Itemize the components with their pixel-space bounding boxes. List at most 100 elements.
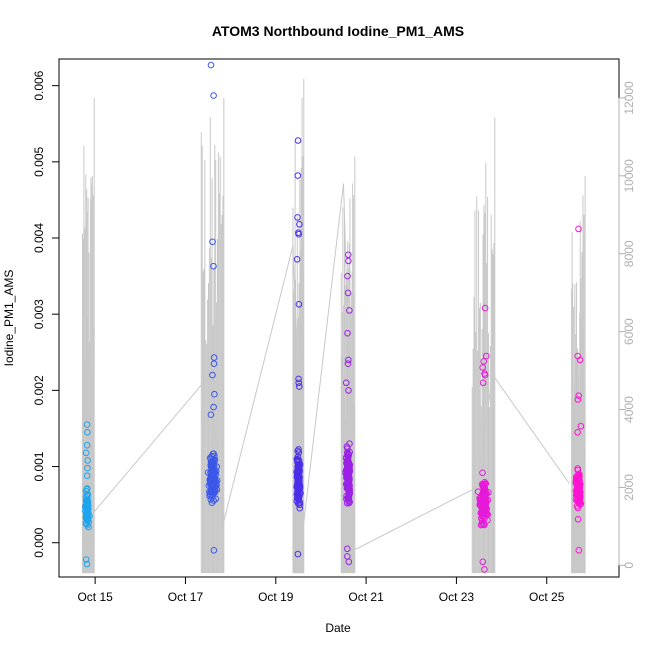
data-point [84, 492, 91, 500]
data-point [209, 463, 217, 471]
data-point [480, 488, 488, 495]
data-point [83, 441, 91, 449]
y-tick-label: 0.002 [32, 375, 46, 405]
y-axis: 0.000 0.001 0.002 0.003 0.004 0.005 0.006 [32, 70, 60, 558]
data-point [576, 356, 584, 364]
y2-tick-label: 8000 [622, 240, 636, 267]
data-point [82, 494, 90, 501]
flight-points-1 [81, 421, 93, 568]
data-point [83, 497, 90, 505]
data-point [84, 505, 91, 513]
data-point [293, 455, 301, 463]
data-point [296, 499, 304, 506]
data-point [481, 304, 489, 312]
data-point [576, 492, 584, 499]
y2-tick-label: 0 [622, 562, 636, 569]
data-point [207, 61, 215, 69]
scatter-points-layer [81, 61, 585, 573]
data-point [480, 520, 488, 528]
x-tick-label: Oct 25 [529, 590, 565, 604]
y2-tick-label: 2000 [622, 474, 636, 501]
data-point [481, 479, 489, 486]
data-point [344, 464, 351, 472]
data-point [575, 547, 583, 554]
chart-title: ATOM3 Northbound Iodine_PM1_AMS [212, 23, 464, 39]
y2-tick-label: 6000 [622, 318, 636, 345]
data-point [478, 501, 486, 508]
data-point [575, 493, 582, 501]
data-point [346, 482, 353, 489]
data-point [295, 301, 303, 308]
data-point [481, 566, 488, 573]
data-point [296, 221, 303, 228]
flight-points-3 [293, 137, 304, 558]
data-point [344, 329, 351, 337]
flight-points-5 [474, 304, 492, 573]
data-point [345, 496, 352, 503]
data-point [83, 560, 91, 568]
flight-points-6 [572, 225, 585, 554]
x-axis-label: Date [325, 621, 351, 635]
data-point [209, 238, 216, 246]
data-point [481, 521, 488, 529]
data-point [210, 403, 217, 411]
data-point [345, 489, 353, 496]
data-point [295, 449, 303, 456]
data-point [482, 501, 489, 508]
data-point [293, 483, 301, 491]
y-tick-label: 0.001 [32, 451, 46, 481]
data-point [208, 483, 216, 491]
data-point [479, 379, 487, 387]
data-point [82, 449, 90, 457]
data-point [295, 500, 302, 507]
y-axis-label: Iodine_PM1_AMS [2, 270, 16, 367]
data-point [211, 452, 218, 460]
data-point [84, 521, 91, 529]
data-point [342, 379, 350, 387]
data-point [575, 225, 582, 233]
data-point [208, 491, 216, 498]
data-point [574, 429, 581, 436]
data-point [293, 256, 301, 263]
data-point [295, 375, 302, 383]
data-point [481, 371, 489, 379]
data-point [574, 396, 582, 403]
data-point [295, 230, 303, 238]
data-point [574, 467, 582, 474]
data-point [577, 422, 585, 430]
data-point [210, 459, 217, 467]
y-tick-label: 0.003 [32, 299, 46, 329]
data-point [210, 547, 218, 554]
data-point [83, 513, 90, 520]
y2-tick-label: 10000 [622, 159, 636, 193]
data-point [345, 499, 353, 507]
data-point [210, 360, 218, 368]
data-point [212, 495, 220, 503]
y-tick-label: 0.000 [32, 527, 46, 557]
data-point [294, 550, 302, 558]
data-point [294, 447, 302, 455]
data-point [480, 358, 488, 365]
data-point [84, 457, 91, 464]
data-point [294, 137, 302, 144]
data-point [345, 387, 352, 394]
data-point [344, 360, 352, 368]
data-point [295, 446, 302, 453]
y2-tick-label: 4000 [622, 396, 636, 423]
data-point [345, 466, 352, 474]
data-point [478, 498, 485, 505]
data-point [575, 496, 582, 503]
data-point [294, 214, 301, 221]
data-point [295, 465, 302, 473]
data-point [479, 469, 486, 477]
y-tick-label: 0.004 [32, 223, 46, 253]
data-point [345, 480, 352, 488]
data-point [210, 354, 218, 361]
data-point [208, 460, 215, 468]
data-point [344, 545, 351, 553]
flight-points-4 [342, 251, 354, 566]
x-tick-label: Oct 23 [439, 590, 475, 604]
data-point [209, 371, 216, 379]
data-point [83, 512, 91, 519]
